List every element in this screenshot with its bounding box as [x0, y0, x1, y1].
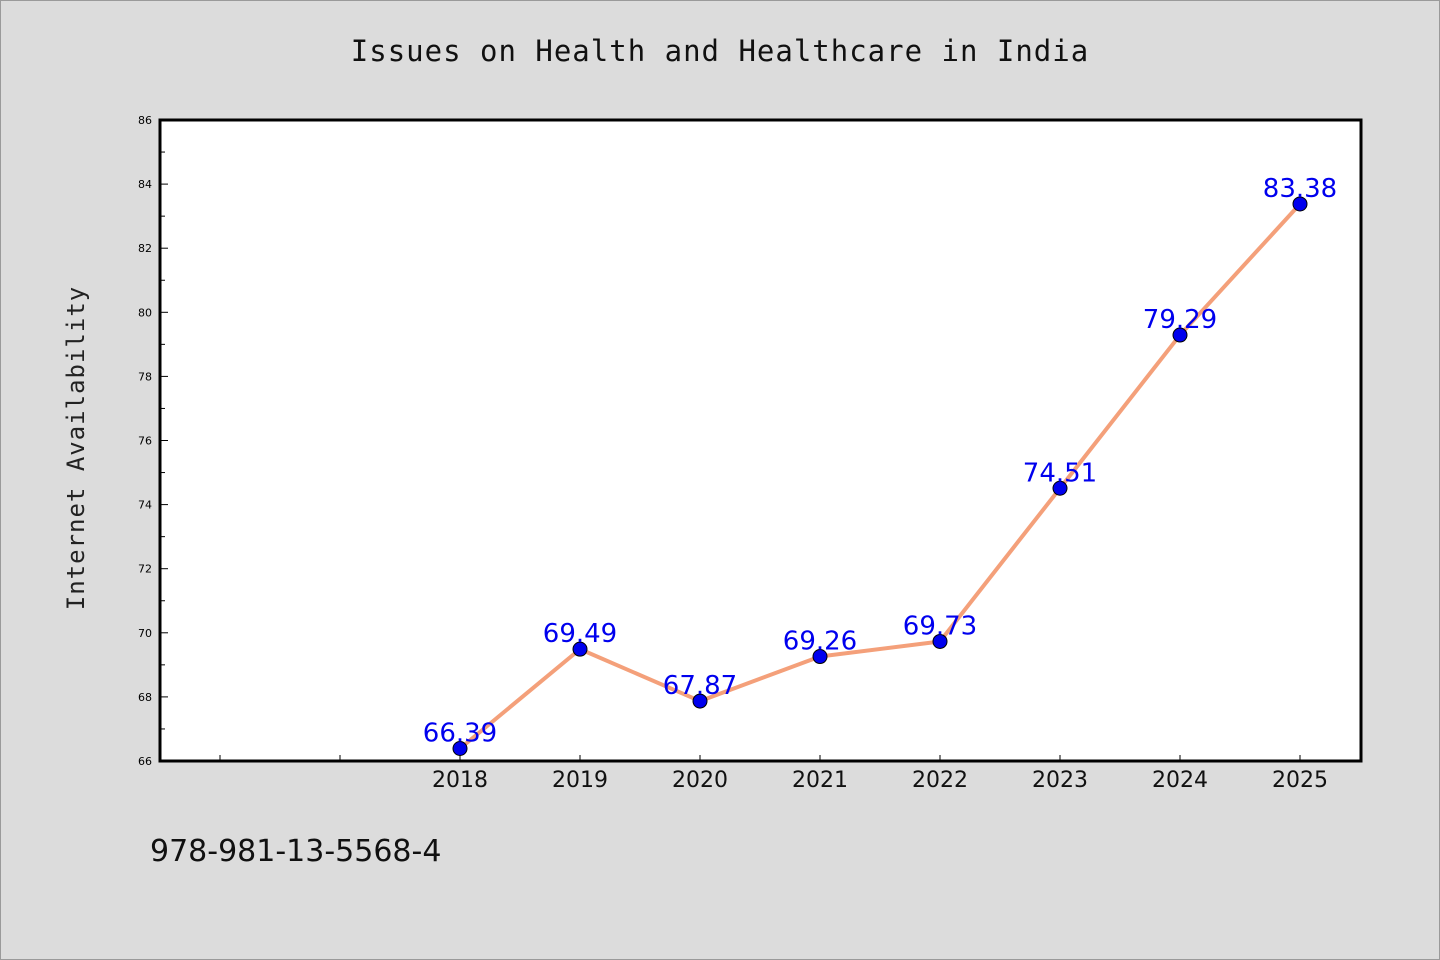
x-tick-label: 2022 — [912, 768, 968, 793]
data-markers — [452, 196, 1308, 757]
y-tick-label: 86 — [138, 114, 152, 127]
chart-title: Issues on Health and Healthcare in India — [350, 34, 1090, 68]
series-line — [458, 202, 1302, 751]
data-point — [1292, 196, 1308, 212]
data-label: 69.49 — [543, 619, 617, 649]
data-label: 67.87 — [663, 671, 737, 701]
x-tick-label: 2024 — [1152, 768, 1208, 793]
y-tick-label: 76 — [138, 435, 152, 448]
y-tick-label: 70 — [138, 627, 152, 640]
y-tick-label: 66 — [138, 755, 152, 768]
isbn-text: 978-981-13-5568-4 — [150, 834, 442, 869]
x-tick-label: 2018 — [432, 768, 488, 793]
x-tick-label: 2020 — [672, 768, 728, 793]
data-label: 83.38 — [1263, 174, 1337, 204]
plot-area — [158, 118, 1363, 763]
data-point — [572, 641, 588, 657]
x-tick-label: 2023 — [1032, 768, 1088, 793]
data-point — [1052, 480, 1068, 496]
x-axis: 2018 2019 2020 2021 2022 2023 2024 2025 — [219, 755, 1328, 793]
y-tick-label: 84 — [138, 178, 152, 191]
data-label: 69.26 — [783, 627, 857, 657]
y-axis: 66 68 70 72 74 76 78 80 82 84 86 — [138, 114, 168, 768]
data-label: 66.39 — [423, 719, 497, 749]
x-tick-label: 2021 — [792, 768, 848, 793]
data-point — [452, 741, 468, 757]
data-point — [812, 649, 828, 665]
data-labels: 66.39 69.49 67.87 69.26 69.73 74.51 79.29 83.38 — [423, 174, 1337, 749]
x-tick-label: 2019 — [552, 768, 608, 793]
y-tick-label: 82 — [138, 242, 152, 255]
data-label: 74.51 — [1023, 458, 1097, 488]
y-tick-label: 72 — [138, 563, 152, 576]
y-tick-label: 78 — [138, 370, 152, 383]
data-point — [692, 693, 708, 709]
data-label: 69.73 — [903, 611, 977, 641]
data-point — [1172, 327, 1188, 343]
x-tick-label: 2025 — [1272, 768, 1328, 793]
data-label: 79.29 — [1143, 305, 1217, 335]
y-tick-label: 74 — [138, 499, 152, 512]
data-point — [932, 633, 948, 649]
y-tick-label: 68 — [138, 691, 152, 704]
y-tick-label: 80 — [138, 306, 152, 319]
